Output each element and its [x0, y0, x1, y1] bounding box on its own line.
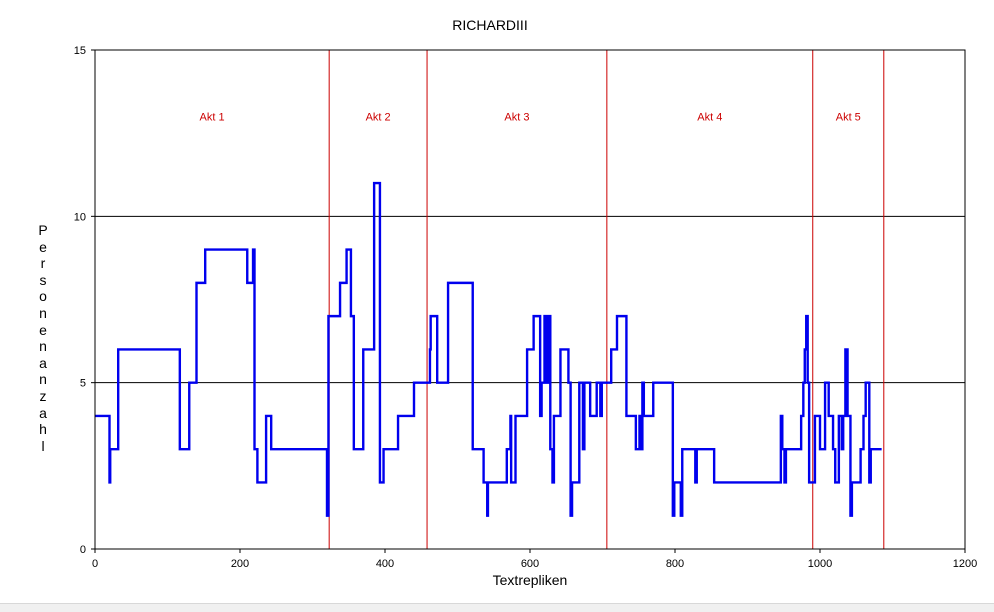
act-label-3: Akt 3 — [504, 112, 529, 124]
y-axis-label-char-14: l — [41, 437, 45, 454]
y-axis-label-char-12: a — [39, 404, 47, 421]
series-line-1 — [95, 181, 882, 517]
act-markers: Akt 1 Akt 2 Akt 3 Akt 4 Akt 5 — [200, 50, 885, 549]
y-tick-label-5: 5 — [80, 378, 86, 390]
y-axis-label-char-7: e — [39, 321, 47, 338]
y-axis-label-char-5: o — [39, 288, 47, 305]
x-tick-label-600: 600 — [521, 558, 539, 570]
y-tick-label-15: 15 — [74, 45, 86, 57]
x-tick-label-0: 0 — [92, 558, 98, 570]
y-axis-label-char-1: P — [38, 222, 48, 238]
x-tick-label-400: 400 — [376, 558, 394, 570]
act-label-5: Akt 5 — [836, 112, 861, 124]
y-axis-label-char-9: a — [39, 354, 47, 371]
x-ticks: 0 200 400 600 800 1000 1200 — [92, 549, 977, 570]
y-axis-label-char-10: n — [39, 371, 47, 388]
chart-title: RICHARDIII — [452, 17, 527, 33]
y-axis-label-char-3: r — [40, 255, 46, 272]
act-label-1: Akt 1 — [200, 112, 225, 124]
y-tick-label-10: 10 — [74, 211, 86, 223]
y-axis-label-char-2: e — [39, 238, 47, 255]
x-tick-label-800: 800 — [666, 558, 684, 570]
y-axis-label-char-8: n — [39, 338, 47, 355]
y-axis-label-char-11: z — [39, 387, 47, 404]
x-tick-label-200: 200 — [231, 558, 249, 570]
y-axis-label-char-13: h — [39, 421, 47, 438]
y-axis-label-char-6: n — [39, 304, 47, 321]
x-axis-label: Textrepliken — [493, 572, 568, 588]
status-strip — [0, 603, 994, 612]
act-label-4: Akt 4 — [697, 112, 722, 124]
y-ticks: 0 5 10 15 — [74, 45, 95, 556]
grid-lines — [95, 215, 965, 384]
x-tick-label-1200: 1200 — [953, 558, 977, 570]
data-series — [95, 181, 882, 517]
x-tick-label-1000: 1000 — [808, 558, 832, 570]
y-tick-label-0: 0 — [80, 544, 86, 556]
y-axis-label-char-4: s — [39, 271, 47, 288]
act-label-2: Akt 2 — [366, 112, 391, 124]
